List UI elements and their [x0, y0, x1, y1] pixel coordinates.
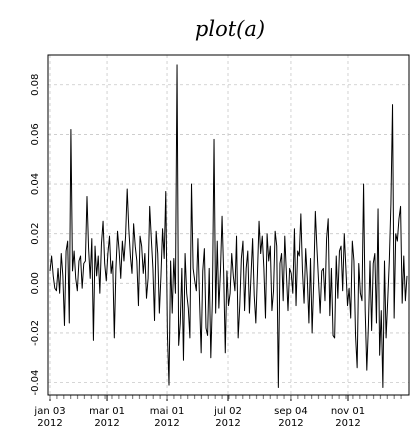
plot-frame [47, 54, 410, 396]
x-tick-label: jul 02 [213, 406, 242, 417]
x-tick-year-label: 2012 [335, 418, 360, 429]
chart-title: plot(a) [195, 17, 265, 41]
y-tick-label: 0.02 [30, 223, 41, 245]
y-tick-label: 0.06 [30, 123, 41, 145]
x-tick-label: mai 01 [150, 406, 185, 417]
x-tick-year-label: 2012 [278, 418, 303, 429]
x-tick-label: jan 03 [33, 406, 65, 417]
y-tick-label: 0.04 [30, 173, 41, 195]
y-tick-label: 0.08 [30, 74, 41, 96]
x-tick-label: mar 01 [89, 406, 125, 417]
x-tick-year-label: 2012 [37, 418, 62, 429]
x-tick-year-label: 2012 [94, 418, 119, 429]
x-tick-year-label: 2012 [154, 418, 179, 429]
x-tick-label: sep 04 [274, 406, 308, 417]
series-line [49, 64, 408, 389]
x-tick-year-label: 2012 [215, 418, 240, 429]
x-tick-label: nov 01 [331, 406, 365, 417]
y-tick-label: 0.00 [30, 272, 41, 294]
y-tick-label: -0.04 [30, 370, 41, 396]
y-tick-label: -0.02 [30, 320, 41, 346]
